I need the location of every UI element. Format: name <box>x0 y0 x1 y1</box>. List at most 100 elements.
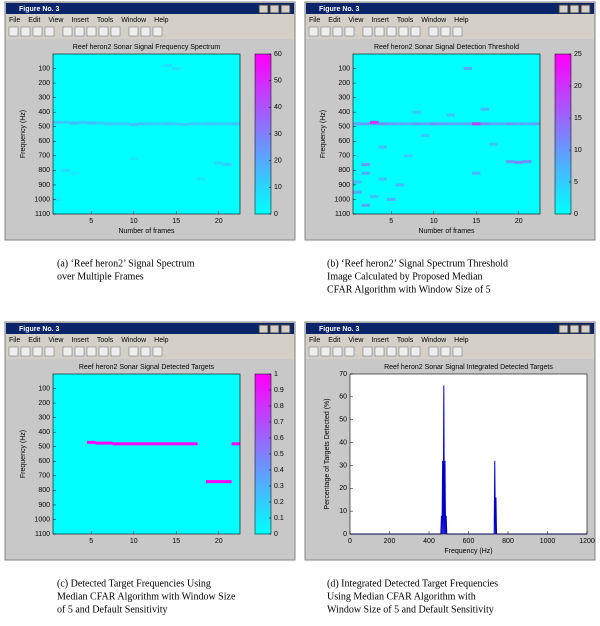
window-button[interactable] <box>580 324 591 334</box>
menu-item[interactable]: Help <box>454 337 469 344</box>
toolbar-button[interactable] <box>308 346 319 357</box>
menu-item[interactable]: Window <box>421 17 447 24</box>
menu-item[interactable]: File <box>309 337 320 344</box>
heatmap-cell <box>197 177 206 181</box>
toolbar-button[interactable] <box>110 346 121 357</box>
toolbar-button[interactable] <box>398 26 409 37</box>
toolbar-button[interactable] <box>344 26 355 37</box>
colorbar-tick-label: 30 <box>274 131 282 138</box>
toolbar-button[interactable] <box>74 26 85 37</box>
toolbar-button[interactable] <box>398 346 409 357</box>
menu-item[interactable]: File <box>9 17 20 24</box>
toolbar-button[interactable] <box>452 346 463 357</box>
menu-item[interactable]: Insert <box>371 337 389 344</box>
window-button[interactable] <box>258 324 269 334</box>
toolbar-button[interactable] <box>140 346 151 357</box>
menu-item[interactable]: Tools <box>97 17 114 24</box>
toolbar-button[interactable] <box>374 26 385 37</box>
toolbar-button[interactable] <box>332 26 343 37</box>
toolbar-button[interactable] <box>308 26 319 37</box>
toolbar-button[interactable] <box>374 346 385 357</box>
toolbar-button[interactable] <box>20 26 31 37</box>
menu-item[interactable]: View <box>348 337 364 344</box>
toolbar-button[interactable] <box>320 26 331 37</box>
toolbar-button[interactable] <box>128 346 139 357</box>
toolbar-button[interactable] <box>8 26 19 37</box>
heatmap-cell <box>378 145 387 149</box>
toolbar-button[interactable] <box>32 346 43 357</box>
toolbar-button[interactable] <box>128 26 139 37</box>
toolbar-button[interactable] <box>74 346 85 357</box>
toolbar-button[interactable] <box>8 346 19 357</box>
window-title: Figure No. 3 <box>19 326 60 333</box>
menu-item[interactable]: Edit <box>28 337 40 344</box>
menu-item[interactable]: Help <box>454 17 469 24</box>
menu-item[interactable]: Tools <box>397 17 414 24</box>
window-button[interactable] <box>280 324 291 334</box>
toolbar-button[interactable] <box>428 346 439 357</box>
toolbar-button[interactable] <box>332 346 343 357</box>
toolbar-button[interactable] <box>86 26 97 37</box>
menu-item[interactable]: Help <box>154 17 169 24</box>
toolbar-button[interactable] <box>440 346 451 357</box>
menu-item[interactable]: Insert <box>371 17 389 24</box>
toolbar-button[interactable] <box>62 346 73 357</box>
menu-item[interactable]: Insert <box>71 337 89 344</box>
heatmap-cell <box>378 177 387 181</box>
toolbar-button[interactable] <box>62 26 73 37</box>
heatmap-cell <box>370 195 379 199</box>
window-button[interactable] <box>258 4 269 14</box>
menu-item[interactable]: Tools <box>97 337 114 344</box>
menu-item[interactable]: View <box>48 337 64 344</box>
menu-item[interactable]: Edit <box>28 17 40 24</box>
toolbar-button[interactable] <box>362 346 373 357</box>
toolbar-button[interactable] <box>152 26 163 37</box>
menu-item[interactable]: View <box>348 17 364 24</box>
window-button[interactable] <box>269 324 280 334</box>
menu-item[interactable]: Insert <box>71 17 89 24</box>
toolbar-button[interactable] <box>44 26 55 37</box>
menu-item[interactable]: Window <box>121 17 147 24</box>
menu-item[interactable]: File <box>9 337 20 344</box>
window-button[interactable] <box>558 324 569 334</box>
toolbar-button[interactable] <box>428 26 439 37</box>
window-button[interactable] <box>558 4 569 14</box>
heatmap-cell <box>61 168 70 172</box>
toolbar-button[interactable] <box>344 346 355 357</box>
toolbar-button[interactable] <box>32 26 43 37</box>
menu-item[interactable]: Help <box>154 337 169 344</box>
toolbar-button[interactable] <box>98 26 109 37</box>
toolbar-button[interactable] <box>362 26 373 37</box>
toolbar-button[interactable] <box>440 26 451 37</box>
heatmap-cell <box>70 171 79 175</box>
y-tick-label: 60 <box>339 394 347 401</box>
toolbar-button[interactable] <box>86 346 97 357</box>
toolbar-button[interactable] <box>44 346 55 357</box>
toolbar-button[interactable] <box>452 26 463 37</box>
toolbar-button[interactable] <box>140 26 151 37</box>
toolbar-button[interactable] <box>320 346 331 357</box>
menu-item[interactable]: Window <box>121 337 147 344</box>
heatmap-cell <box>95 121 104 125</box>
toolbar-button[interactable] <box>20 346 31 357</box>
menu-item[interactable]: View <box>48 17 64 24</box>
window-button[interactable] <box>569 4 580 14</box>
toolbar-button[interactable] <box>410 26 421 37</box>
menu-item[interactable]: Edit <box>328 337 340 344</box>
toolbar-button[interactable] <box>110 26 121 37</box>
toolbar-button[interactable] <box>386 26 397 37</box>
window-button[interactable] <box>269 4 280 14</box>
toolbar-button[interactable] <box>98 346 109 357</box>
window-button[interactable] <box>569 324 580 334</box>
toolbar-button[interactable] <box>152 346 163 357</box>
window-button[interactable] <box>280 4 291 14</box>
menu-item[interactable]: Window <box>421 337 447 344</box>
toolbar-button[interactable] <box>386 346 397 357</box>
colorbar-step <box>255 129 271 132</box>
menu-item[interactable]: File <box>309 17 320 24</box>
toolbar-button[interactable] <box>410 346 421 357</box>
colorbar-step <box>255 501 271 505</box>
menu-item[interactable]: Tools <box>397 337 414 344</box>
menu-item[interactable]: Edit <box>328 17 340 24</box>
window-button[interactable] <box>580 4 591 14</box>
